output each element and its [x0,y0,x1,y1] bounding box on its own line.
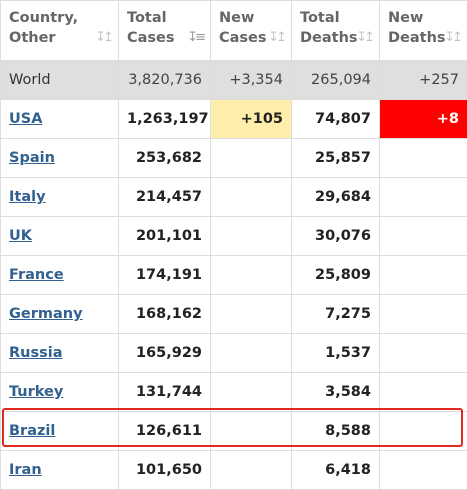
table-row: Germany 168,162 7,275 [1,295,467,334]
country-cell: UK [1,217,119,256]
new-deaths-cell [380,295,467,334]
country-link-usa[interactable]: USA [9,111,42,127]
new-cases-cell [211,412,292,451]
table-row: USA 1,263,197 +105 74,807 +8 [1,100,467,139]
country-link-brazil[interactable]: Brazil [9,423,55,439]
country-cell: Russia [1,334,119,373]
new-deaths-cell [380,178,467,217]
total-cases-cell: 168,162 [119,295,211,334]
new-deaths-cell [380,373,467,412]
total-deaths-cell: 6,418 [292,451,380,490]
country-cell: Turkey [1,373,119,412]
table-row: Italy 214,457 29,684 [1,178,467,217]
new-cases-cell: +105 [211,100,292,139]
total-deaths-cell: 25,809 [292,256,380,295]
table-row: Brazil 126,611 8,588 [1,412,467,451]
table-row: UK 201,101 30,076 [1,217,467,256]
new-deaths-cell [380,451,467,490]
country-cell: France [1,256,119,295]
table-row: Spain 253,682 25,857 [1,139,467,178]
header-country[interactable]: Country, Other ↧↥ [1,1,119,61]
header-new-deaths[interactable]: New Deaths ↧↥ [380,1,467,61]
country-cell: Italy [1,178,119,217]
total-deaths-cell: 8,588 [292,412,380,451]
new-deaths-cell [380,412,467,451]
sort-desc-icon[interactable]: ↧≡ [187,28,203,48]
sort-both-icon[interactable]: ↧↥ [268,28,284,48]
new-cases-cell [211,334,292,373]
total-cases-cell: 3,820,736 [119,61,211,100]
total-deaths-cell: 7,275 [292,295,380,334]
country-link-turkey[interactable]: Turkey [9,384,63,400]
table-row: Iran 101,650 6,418 [1,451,467,490]
new-deaths-cell [380,334,467,373]
new-cases-cell [211,178,292,217]
header-total-deaths[interactable]: Total Deaths ↧↥ [292,1,380,61]
sort-both-icon[interactable]: ↧↥ [356,28,372,48]
table-row: Russia 165,929 1,537 [1,334,467,373]
new-cases-cell [211,139,292,178]
country-link-italy[interactable]: Italy [9,189,46,205]
total-cases-cell: 201,101 [119,217,211,256]
new-cases-cell [211,295,292,334]
country-link-russia[interactable]: Russia [9,345,63,361]
new-cases-cell [211,451,292,490]
table-row: Turkey 131,744 3,584 [1,373,467,412]
new-deaths-cell [380,217,467,256]
country-cell: Brazil [1,412,119,451]
header-new-cases[interactable]: New Cases ↧↥ [211,1,292,61]
country-cell: USA [1,100,119,139]
country-link-uk[interactable]: UK [9,228,32,244]
new-cases-cell [211,217,292,256]
world-row: World 3,820,736 +3,354 265,094 +257 [1,61,467,100]
new-cases-cell: +3,354 [211,61,292,100]
total-deaths-cell: 25,857 [292,139,380,178]
country-cell: World [1,61,119,100]
sort-both-icon[interactable]: ↧↥ [95,28,111,48]
country-link-germany[interactable]: Germany [9,306,83,322]
country-link-spain[interactable]: Spain [9,150,55,166]
header-total-cases[interactable]: Total Cases ↧≡ [119,1,211,61]
new-deaths-cell: +257 [380,61,467,100]
total-cases-cell: 253,682 [119,139,211,178]
header-row: Country, Other ↧↥ Total Cases ↧≡ New Cas… [1,1,467,61]
country-cell: Germany [1,295,119,334]
header-label-line1: Country, [9,8,110,28]
total-cases-cell: 214,457 [119,178,211,217]
new-deaths-cell: +8 [380,100,467,139]
country-link-iran[interactable]: Iran [9,462,42,478]
country-cell: Spain [1,139,119,178]
table-row: France 174,191 25,809 [1,256,467,295]
country-cell: Iran [1,451,119,490]
total-deaths-cell: 1,537 [292,334,380,373]
country-link-france[interactable]: France [9,267,64,283]
total-deaths-cell: 74,807 [292,100,380,139]
total-deaths-cell: 265,094 [292,61,380,100]
total-cases-cell: 131,744 [119,373,211,412]
header-label-line1: New [219,8,283,28]
total-cases-cell: 1,263,197 [119,100,211,139]
new-cases-cell [211,373,292,412]
total-cases-cell: 174,191 [119,256,211,295]
total-deaths-cell: 3,584 [292,373,380,412]
total-cases-cell: 126,611 [119,412,211,451]
new-deaths-cell [380,256,467,295]
total-cases-cell: 165,929 [119,334,211,373]
total-deaths-cell: 30,076 [292,217,380,256]
sort-both-icon[interactable]: ↧↥ [444,28,460,48]
header-label-line1: New [388,8,459,28]
header-label-line1: Total [127,8,202,28]
total-deaths-cell: 29,684 [292,178,380,217]
new-deaths-cell [380,139,467,178]
header-label-line1: Total [300,8,371,28]
new-cases-cell [211,256,292,295]
total-cases-cell: 101,650 [119,451,211,490]
